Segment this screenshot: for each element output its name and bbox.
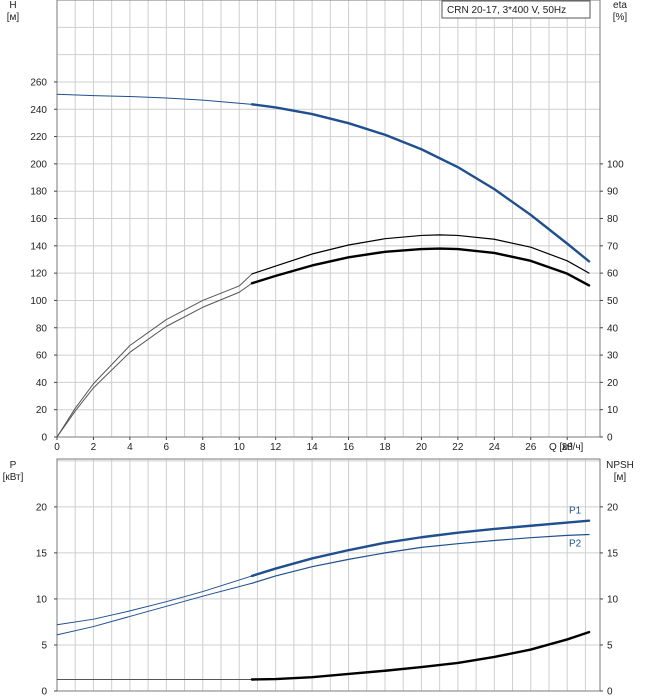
y-left-tick-label: 60 — [36, 351, 48, 362]
series-line-eta-upper-extended — [56, 273, 253, 438]
y-right-tick-label: 15 — [607, 548, 619, 559]
x-tick-label: 6 — [164, 442, 170, 453]
y-left-tick-label: 20 — [36, 405, 48, 416]
y-right-axis-unit: [%] — [613, 12, 628, 23]
panel-head-efficiency: 0204060801001201401601802002202402600102… — [7, 0, 628, 453]
y-right-tick-label: 0 — [607, 433, 613, 444]
title-box — [441, 0, 591, 19]
x-tick-label: 16 — [343, 442, 355, 453]
y-left-tick-label: 120 — [30, 269, 47, 280]
y-right-tick-label: 80 — [607, 214, 619, 225]
x-tick-label: 8 — [200, 442, 206, 453]
y-right-ticks: 0 5 10 15 20 — [600, 502, 619, 698]
series-line-eta-extended — [56, 282, 253, 438]
y-right-axis-unit: [м] — [614, 472, 627, 483]
x-tick-label: 18 — [379, 442, 391, 453]
y-right-tick-label: 40 — [607, 323, 619, 334]
y-left-tick-label: 5 — [41, 640, 47, 651]
series-line-eta — [250, 247, 591, 287]
y-left-tick-label: 15 — [36, 548, 48, 559]
y-right-tick-label: 30 — [607, 351, 619, 362]
title-legend: CRN 20-17, 3*400 V, 50Hz — [441, 0, 591, 19]
series-line-h-extended — [56, 93, 253, 105]
x-tick-label: 2 — [91, 442, 97, 453]
y-left-tick-label: 180 — [30, 187, 47, 198]
y-left-tick-label: 220 — [30, 132, 47, 143]
y-left-tick-label: 40 — [36, 378, 48, 389]
y-right-tick-label: 10 — [607, 405, 619, 416]
y-right-tick-label: 100 — [607, 159, 624, 170]
y-left-tick-label: 140 — [30, 241, 47, 252]
y-right-axis-title: NPSH — [606, 460, 634, 471]
series-line-npsh — [250, 630, 591, 681]
y-left-tick-label: 10 — [36, 594, 48, 605]
y-left-ticks: 0 5 10 15 20 — [36, 502, 57, 698]
x-axis-title: Q [м³/ч] — [549, 442, 584, 453]
panel-power-npsh: 0 5 10 15 20 0 5 10 15 20 P[кВт] NPSH[м] P1 P2 — [3, 458, 634, 698]
x-tick-label: 4 — [127, 442, 133, 453]
x-tick-label: 14 — [307, 442, 319, 453]
y-left-tick-label: 0 — [41, 687, 47, 698]
y-right-tick-label: 50 — [607, 296, 619, 307]
y-left-axis-title: H — [9, 0, 16, 11]
gridlines — [57, 0, 600, 437]
series-line-eta-upper — [251, 234, 590, 275]
y-right-tick-label: 10 — [607, 594, 619, 605]
series-line-p1-extended — [56, 575, 253, 626]
series-label-p1: P1 — [569, 506, 582, 517]
y-left-axis-title: P — [10, 460, 17, 471]
x-tick-label: 20 — [416, 442, 428, 453]
y-left-tick-label: 260 — [30, 77, 47, 88]
series-group — [56, 519, 591, 681]
x-tick-label: 12 — [270, 442, 282, 453]
x-tick-label: 22 — [452, 442, 464, 453]
y-left-tick-label: 240 — [30, 105, 47, 116]
x-tick-label: 24 — [489, 442, 501, 453]
x-tick-label: 0 — [54, 442, 60, 453]
y-right-tick-label: 60 — [607, 269, 619, 280]
y-right-tick-label: 90 — [607, 187, 619, 198]
y-left-tick-label: 160 — [30, 214, 47, 225]
x-tick-label: 28 — [562, 442, 574, 453]
gridlines — [57, 459, 600, 691]
series-line-p2 — [251, 533, 590, 584]
y-right-tick-label: 70 — [607, 241, 619, 252]
plot-frame — [56, 458, 601, 692]
y-right-ticks: 0 10 20 30 40 50 60 70 80 90 100 — [600, 159, 624, 444]
y-right-tick-label: 20 — [607, 502, 619, 513]
y-left-tick-label: 200 — [30, 159, 47, 170]
series-line-p1 — [250, 519, 591, 578]
y-left-tick-label: 20 — [36, 502, 48, 513]
x-ticks: 0 2 4 6 8 10 12 14 16 18 20 22 24 26 28 — [54, 437, 573, 453]
series-line-h — [250, 103, 591, 263]
series-label-p2: P2 — [569, 538, 582, 549]
x-tick-label: 10 — [234, 442, 246, 453]
y-left-axis-unit: [кВт] — [3, 472, 24, 483]
chart-title: CRN 20-17, 3*400 V, 50Hz — [447, 5, 566, 16]
y-left-tick-label: 100 — [30, 296, 47, 307]
y-left-tick-label: 80 — [36, 323, 48, 334]
series-line-p2-extended — [56, 582, 253, 636]
y-right-axis-title: eta — [613, 0, 627, 11]
y-left-tick-label: 0 — [41, 433, 47, 444]
y-left-axis-unit: [м] — [7, 12, 20, 23]
y-right-tick-label: 5 — [607, 640, 613, 651]
series-group — [56, 93, 591, 438]
y-right-tick-label: 0 — [607, 687, 613, 698]
x-tick-label: 26 — [525, 442, 537, 453]
y-left-ticks: 0 20 40 60 80 100 120 140 160 180 200 220 240 260 — [30, 77, 57, 444]
y-right-tick-label: 20 — [607, 378, 619, 389]
